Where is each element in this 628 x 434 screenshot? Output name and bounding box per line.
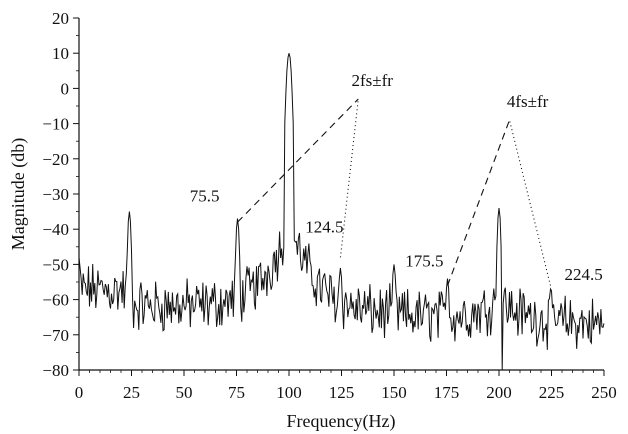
- x-tick-label: 25: [123, 383, 140, 402]
- annotation-label: 224.5: [564, 265, 602, 284]
- x-tick-label: 250: [591, 383, 617, 402]
- x-tick-label: 125: [329, 383, 355, 402]
- x-tick-label: 225: [539, 383, 565, 402]
- annotation-label: 2fs±fr: [351, 71, 393, 90]
- annotation-label: 175.5: [405, 251, 443, 270]
- annotations: 75.5 124.5 175.5 224.5 2fs±fr 4fs±fr: [190, 71, 603, 284]
- guide-lines: [237, 98, 551, 286]
- y-tick-label: −20: [42, 150, 69, 169]
- x-tick-label: 150: [381, 383, 407, 402]
- ticks: 0 25 50 75 100 125 150 175 200 225 250−80−70−60−50…: [42, 9, 616, 402]
- y-tick-label: −60: [42, 291, 69, 310]
- annotation-label: 4fs±fr: [507, 92, 549, 111]
- y-tick-label: −70: [42, 326, 69, 345]
- y-tick-label: 0: [61, 79, 70, 98]
- y-tick-label: −30: [42, 185, 69, 204]
- x-tick-label: 50: [176, 383, 193, 402]
- x-axis-label: Frequency(Hz): [287, 411, 396, 432]
- y-tick-label: 10: [52, 44, 69, 63]
- dotted-guide-line: [339, 98, 359, 258]
- x-tick-label: 100: [276, 383, 302, 402]
- y-axis-label: Magnitude (db): [8, 138, 29, 250]
- dashed-guide-line: [447, 119, 511, 286]
- spectrum-series-line: [78, 53, 605, 371]
- annotation-label: 124.5: [305, 218, 343, 237]
- dotted-guide-line: [508, 119, 551, 286]
- annotation-label: 75.5: [190, 187, 220, 206]
- y-tick-label: −40: [42, 220, 69, 239]
- y-tick-label: 20: [52, 9, 69, 28]
- y-tick-label: −80: [42, 361, 69, 380]
- y-tick-label: −50: [42, 255, 69, 274]
- x-tick-label: 175: [434, 383, 460, 402]
- x-tick-label: 75: [228, 383, 245, 402]
- dashed-guide-line: [237, 98, 359, 223]
- x-tick-label: 0: [75, 383, 84, 402]
- x-tick-label: 200: [486, 383, 512, 402]
- y-tick-label: −10: [42, 115, 69, 134]
